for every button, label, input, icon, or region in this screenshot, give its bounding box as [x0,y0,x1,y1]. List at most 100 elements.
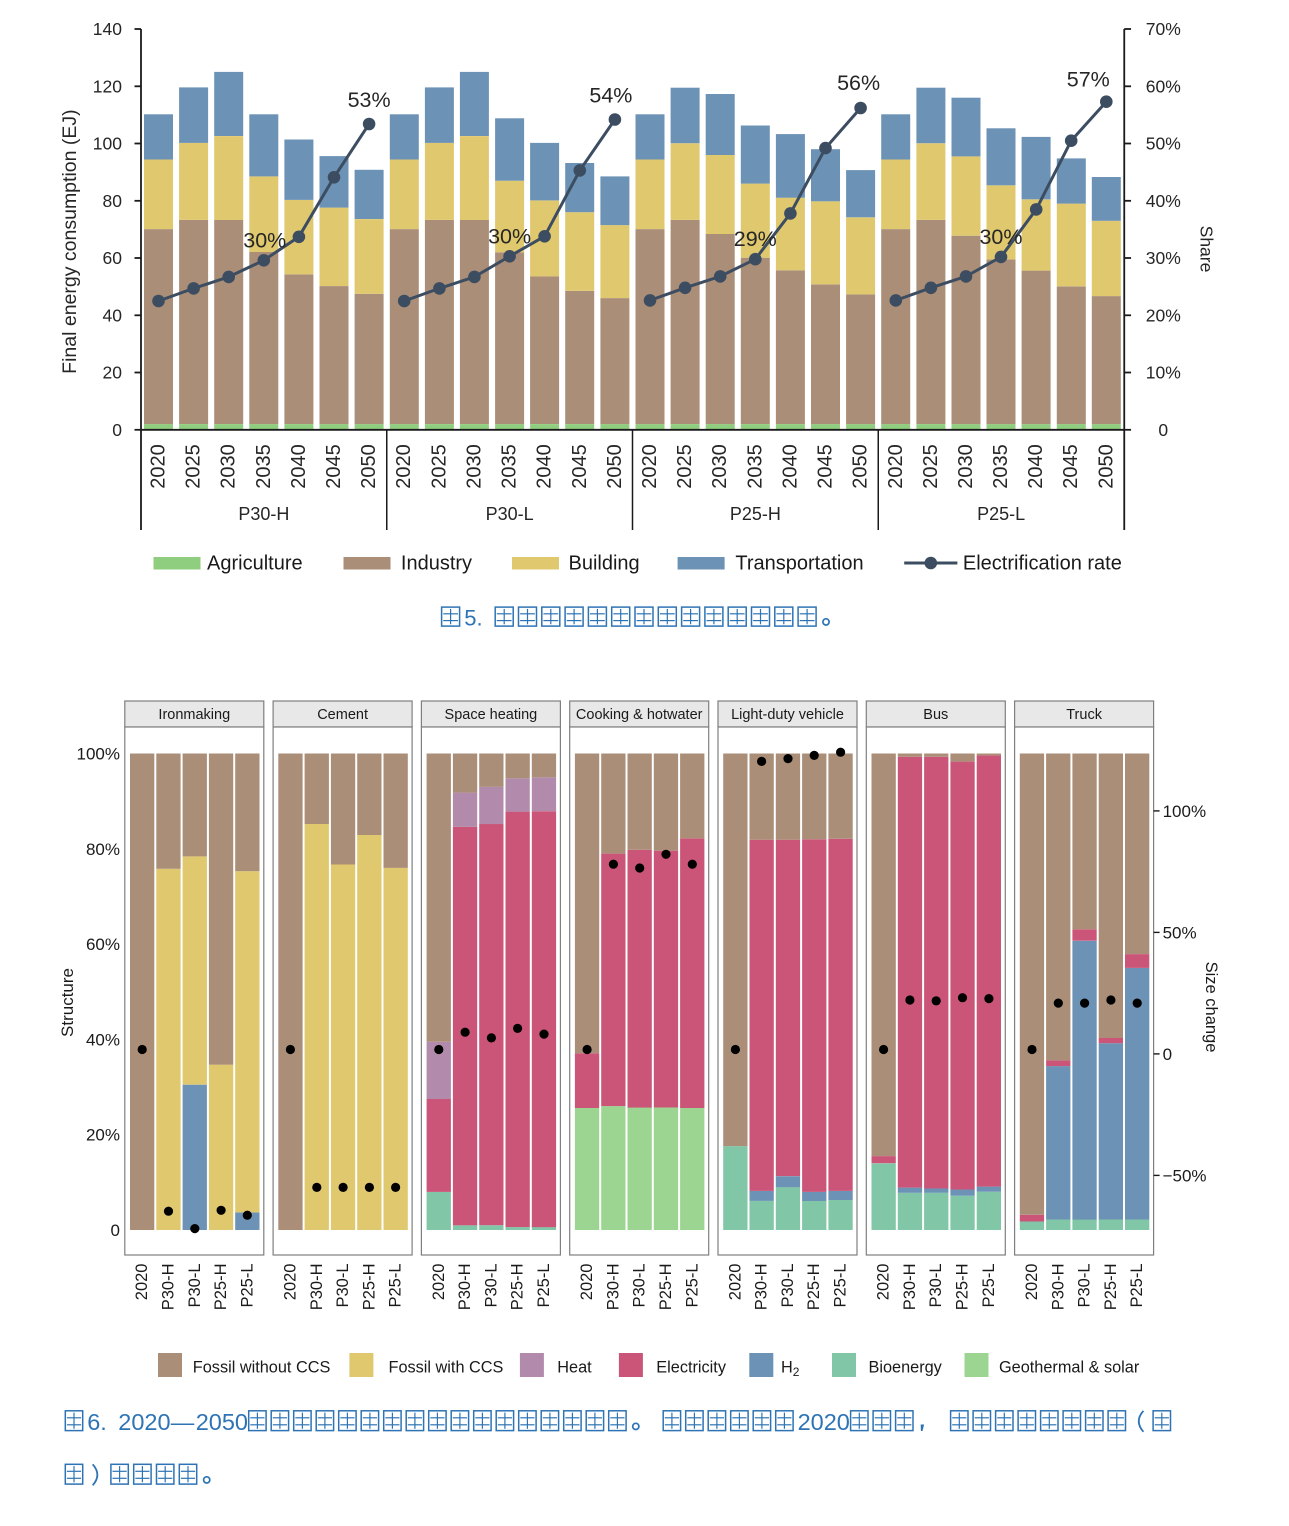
svg-text:2020: 2020 [885,444,907,489]
svg-text:P30-L: P30-L [334,1264,352,1308]
svg-text:2030: 2030 [218,444,240,489]
svg-text:—: — [171,1409,195,1435]
svg-text:2025: 2025 [674,444,696,489]
svg-text:P25-H: P25-H [657,1264,675,1311]
svg-text:2045: 2045 [323,444,345,489]
svg-text:0: 0 [1163,1045,1172,1064]
svg-text:6.: 6. [87,1409,107,1435]
svg-text:P30-H: P30-H [160,1264,178,1311]
svg-text:2020: 2020 [798,1409,850,1435]
svg-text:5.: 5. [464,606,482,631]
svg-text:2035: 2035 [499,444,521,489]
svg-text:P25-H: P25-H [1102,1264,1120,1311]
svg-text:2030: 2030 [463,444,485,489]
svg-text:Building: Building [569,553,640,575]
svg-text:40%: 40% [86,1030,120,1049]
svg-text:P30-L: P30-L [927,1264,945,1308]
svg-text:P30-H: P30-H [238,504,289,524]
svg-text:2050: 2050 [604,444,626,489]
svg-text:−50%: −50% [1163,1166,1207,1185]
svg-text:2020: 2020 [393,444,415,489]
svg-text:2050: 2050 [850,444,872,489]
svg-text:Fossil with CCS: Fossil with CCS [389,1359,504,1377]
svg-text:P25-H: P25-H [730,504,781,524]
svg-text:60%: 60% [1146,77,1181,97]
svg-text:2035: 2035 [253,444,275,489]
svg-text:P30-H: P30-H [1049,1264,1067,1311]
svg-text:2050: 2050 [196,1409,248,1435]
svg-text:Space heating: Space heating [445,707,538,723]
svg-text:2025: 2025 [428,444,450,489]
svg-text:Bioenergy: Bioenergy [869,1359,943,1377]
svg-text:100%: 100% [1163,802,1206,821]
svg-text:Light-duty vehicle: Light-duty vehicle [731,707,844,723]
svg-text:2020: 2020 [118,1409,170,1435]
svg-text:30%: 30% [1146,248,1181,268]
svg-text:P30-L: P30-L [779,1264,797,1308]
svg-text:P30-L: P30-L [186,1264,204,1308]
svg-text:20%: 20% [1146,306,1181,326]
svg-text:Truck: Truck [1066,707,1102,723]
svg-text:2020: 2020 [133,1264,151,1301]
svg-text:2020: 2020 [430,1264,448,1301]
svg-text:70%: 70% [1146,19,1181,39]
svg-text:50%: 50% [1163,923,1197,942]
svg-text:2040: 2040 [1025,444,1047,489]
svg-text:Geothermal & solar: Geothermal & solar [999,1359,1140,1377]
svg-text:2040: 2040 [534,444,556,489]
svg-text:29%: 29% [734,227,777,251]
svg-text:30%: 30% [488,224,531,248]
svg-text:0: 0 [111,1221,120,1240]
svg-text:P25-L: P25-L [977,504,1025,524]
svg-text:56%: 56% [837,71,880,95]
svg-text:P25-L: P25-L [980,1264,998,1308]
svg-text:2020: 2020 [1023,1264,1041,1301]
svg-text:2030: 2030 [709,444,731,489]
svg-text:P30-H: P30-H [308,1264,326,1311]
svg-text:2020: 2020 [875,1264,893,1301]
svg-text:P30-H: P30-H [456,1264,474,1311]
svg-text:P30-L: P30-L [482,1264,500,1308]
svg-text:Share: Share [1197,226,1217,273]
svg-text:Ironmaking: Ironmaking [158,707,230,723]
svg-text:40: 40 [103,306,123,326]
svg-text:Heat: Heat [557,1359,592,1377]
svg-text:2050: 2050 [358,444,380,489]
svg-text:Cooking & hotwater: Cooking & hotwater [576,707,703,723]
svg-text:Final energy consumption (EJ): Final energy consumption (EJ) [59,109,81,373]
svg-text:2040: 2040 [779,444,801,489]
svg-text:20%: 20% [86,1126,120,1145]
svg-text:30%: 30% [243,228,286,252]
svg-text:P25-L: P25-L [535,1264,553,1308]
svg-text:P30-L: P30-L [486,504,534,524]
svg-text:120: 120 [93,77,122,97]
svg-text:40%: 40% [1146,191,1181,211]
svg-text:0: 0 [112,420,122,440]
svg-text:P25-H: P25-H [360,1264,378,1311]
svg-text:10%: 10% [1146,363,1181,383]
svg-text:P25-L: P25-L [238,1264,256,1308]
svg-text:53%: 53% [348,88,391,112]
svg-text:2025: 2025 [183,444,205,489]
svg-text:P25-L: P25-L [832,1264,850,1308]
svg-text:2020: 2020 [578,1264,596,1301]
svg-text:Cement: Cement [317,707,368,723]
svg-text:57%: 57% [1067,68,1110,92]
svg-text:2045: 2045 [569,444,591,489]
svg-text:Fossil without CCS: Fossil without CCS [193,1359,331,1377]
svg-text:P30-L: P30-L [631,1264,649,1308]
svg-text:54%: 54% [589,84,632,108]
svg-text:80%: 80% [86,840,120,859]
svg-text:P30-H: P30-H [604,1264,622,1311]
svg-text:20: 20 [103,363,123,383]
svg-text:60%: 60% [86,935,120,954]
svg-text:2040: 2040 [288,444,310,489]
svg-text:100: 100 [93,134,122,154]
svg-text:Industry: Industry [401,553,472,575]
svg-text:2050: 2050 [1095,444,1117,489]
svg-text:30%: 30% [979,225,1022,249]
svg-text:2020: 2020 [148,444,170,489]
svg-text:2035: 2035 [990,444,1012,489]
svg-text:0: 0 [1158,420,1168,440]
svg-text:100%: 100% [77,745,120,764]
